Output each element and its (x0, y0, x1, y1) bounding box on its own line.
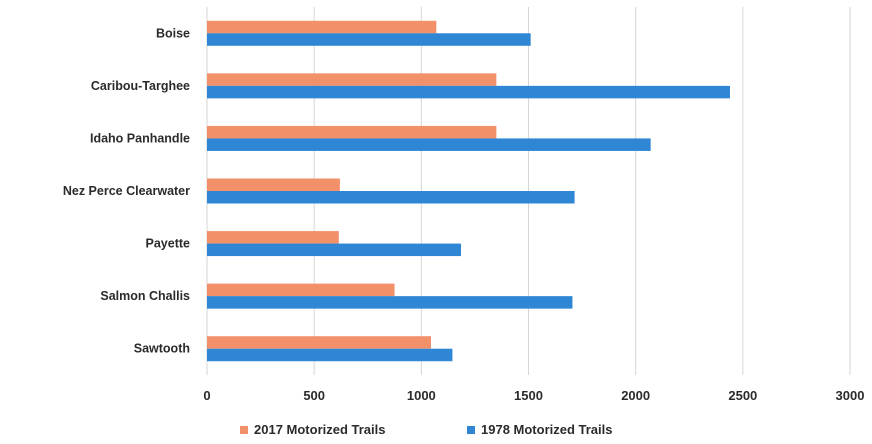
x-tick-label: 2000 (621, 388, 650, 403)
bar-2017-sawtooth (207, 336, 431, 349)
x-tick-label: 2500 (728, 388, 757, 403)
category-label: Boise (156, 26, 190, 40)
legend-swatch-0 (240, 426, 248, 434)
category-label: Idaho Panhandle (90, 131, 190, 145)
legend-swatch-1 (467, 426, 475, 434)
bar-1978-idaho-panhandle (207, 138, 651, 151)
legend-label: 1978 Motorized Trails (481, 422, 613, 437)
bar-2017-boise (207, 20, 437, 34)
x-tick-label: 0 (203, 388, 210, 403)
bar-1978-caribou-targhee (207, 85, 730, 99)
category-label: Caribou-Targhee (91, 79, 190, 93)
x-tick-label: 1500 (514, 388, 543, 403)
bar-1978-nez-perce-clearwater (207, 191, 575, 204)
bar-2017-salmon-challis (207, 283, 395, 297)
bar-1978-boise (207, 33, 531, 46)
bar-2017-nez-perce-clearwater (207, 178, 340, 191)
bar-2017-idaho-panhandle (207, 125, 497, 139)
category-label: Salmon Challis (100, 289, 190, 303)
x-tick-label: 1000 (407, 388, 436, 403)
label-layer: 0 500 1000 1500 2000 2500 3000 Boise Caribou-Tar… (63, 26, 865, 403)
legend: 2017 Motorized Trails 1978 Motorized Trai… (240, 422, 613, 437)
bar-2017-payette (207, 231, 339, 244)
legend-label: 2017 Motorized Trails (254, 422, 386, 437)
category-label: Nez Perce Clearwater (63, 184, 190, 198)
bar-2017-caribou-targhee (207, 73, 497, 86)
bar-layer (207, 20, 730, 362)
category-label: Payette (146, 237, 191, 251)
bar-1978-sawtooth (207, 348, 453, 362)
bar-1978-payette (207, 243, 461, 257)
bar-1978-salmon-challis (207, 296, 573, 309)
x-tick-label: 3000 (836, 388, 865, 403)
category-label: Sawtooth (134, 342, 190, 356)
x-tick-label: 500 (303, 388, 325, 403)
